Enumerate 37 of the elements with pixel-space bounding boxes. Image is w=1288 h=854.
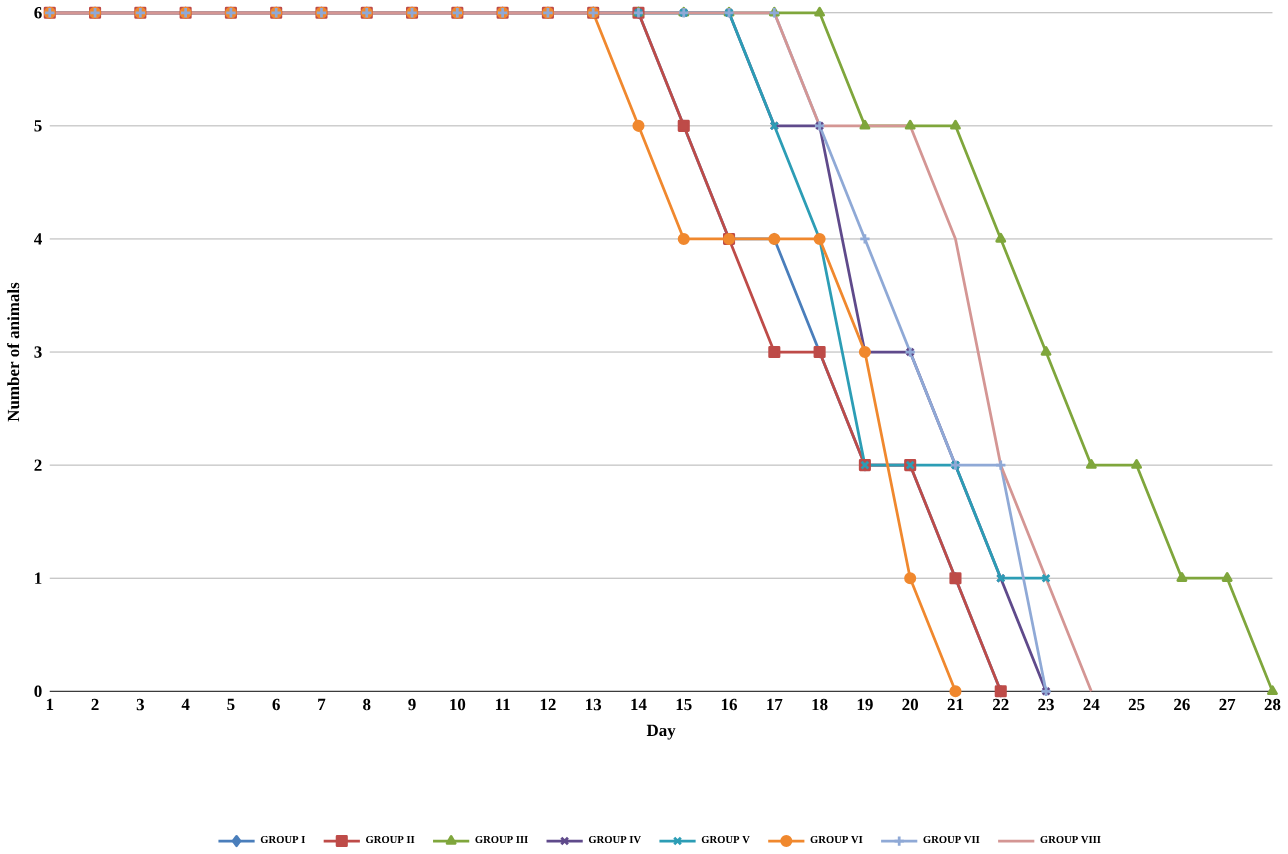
x-tick-label: 1 — [46, 698, 54, 710]
x-tick-label: 9 — [408, 698, 416, 710]
x-tick-label: 3 — [136, 698, 145, 710]
y-tick-label: 5 — [34, 119, 42, 132]
x-tick-label: 13 — [586, 698, 602, 710]
x-tick-label: 27 — [1219, 698, 1236, 710]
x-tick-label: 23 — [1038, 698, 1054, 710]
x-tick-label: 26 — [1174, 698, 1190, 710]
x-axis-title: Day — [646, 724, 676, 740]
x-tick-label: 17 — [767, 698, 783, 710]
y-tick-label: 4 — [34, 233, 42, 245]
x-tick-label: 15 — [676, 698, 692, 710]
y-tick-label: 1 — [35, 572, 42, 584]
x-tick-label: 18 — [812, 698, 828, 710]
x-tick-label: 6 — [272, 698, 280, 710]
x-tick-label: 28 — [1264, 698, 1281, 710]
x-tick-label: 22 — [992, 698, 1009, 710]
x-tick-label: 10 — [450, 698, 466, 710]
x-tick-label: 4 — [181, 698, 190, 710]
x-tick-label: 11 — [495, 698, 510, 710]
x-tick-label: 24 — [1083, 698, 1100, 710]
x-tick-label: 2 — [91, 698, 99, 710]
x-tick-label: 19 — [857, 698, 873, 710]
x-tick-label: 7 — [318, 698, 326, 710]
y-tick-label: 2 — [34, 459, 42, 471]
x-tick-label: 8 — [363, 698, 371, 710]
y-tick-label: 6 — [34, 6, 42, 19]
y-tick-label: 3 — [34, 346, 42, 358]
x-tick-label: 25 — [1128, 698, 1145, 710]
x-tick-label: 20 — [902, 698, 919, 710]
y-tick-label: 0 — [34, 685, 42, 697]
y-axis-title: Number of animals — [7, 282, 20, 422]
x-tick-label: 14 — [631, 698, 647, 710]
x-tick-label: 12 — [540, 698, 556, 710]
x-tick-label: 21 — [947, 698, 964, 710]
x-tick-label: 16 — [721, 698, 738, 710]
x-tick-label: 5 — [227, 698, 235, 710]
